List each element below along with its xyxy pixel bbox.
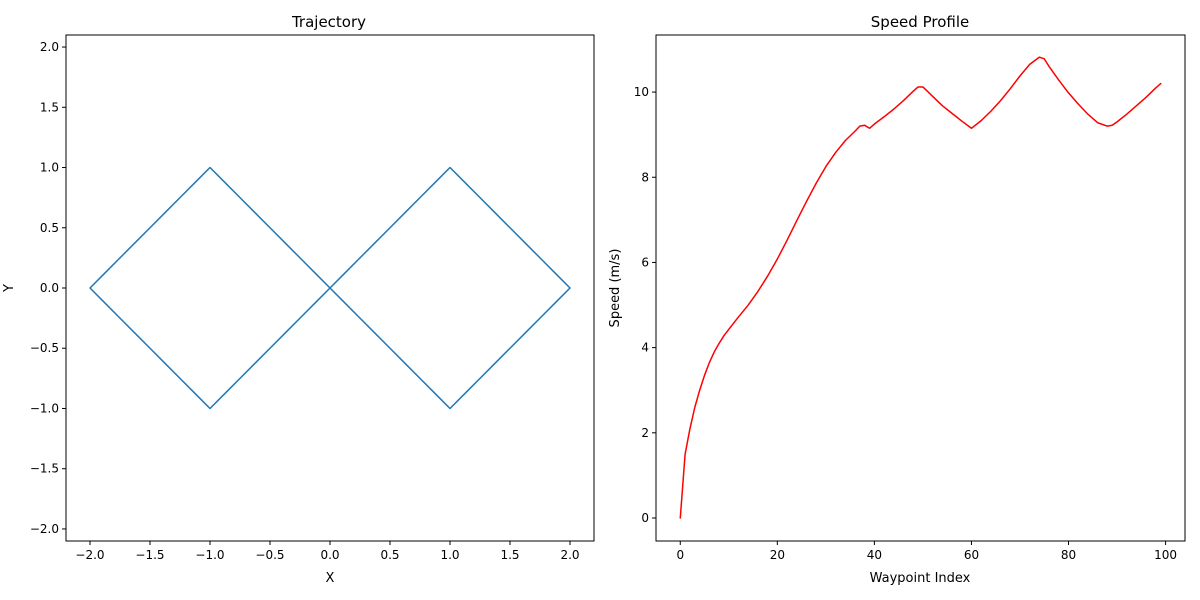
trajectory-marks <box>89 166 571 410</box>
speed-profile-y-tick-label: 4 <box>641 341 649 355</box>
trajectory-y-ticks: −2.0 −1.5 −1.0 −0.5 0.0 0.5 1.0 1.5 2.0 <box>30 40 66 536</box>
speed-profile-x-tick-label: 20 <box>770 548 785 562</box>
speed-profile-series-line-0 <box>679 56 1162 519</box>
speed-profile-x-tick-label: 100 <box>1154 548 1177 562</box>
speed-profile-y-tick-label: 0 <box>641 511 649 525</box>
speed-profile-y-tick-label: 2 <box>641 426 649 440</box>
trajectory-y-tick-label: 0.5 <box>40 221 59 235</box>
speed-profile-x-tick-label: 60 <box>964 548 979 562</box>
trajectory-x-tick-label: 2.0 <box>560 548 579 562</box>
trajectory-y-tick-label: 0.0 <box>40 281 59 295</box>
speed-profile-marks <box>679 56 1162 519</box>
speed-profile-x-ticks: 0 20 40 60 80 100 <box>676 541 1177 562</box>
trajectory-y-axis-label: Y <box>2 284 17 293</box>
speed-profile-y-tick-label: 10 <box>634 85 649 99</box>
speed-profile-x-tick-label: 40 <box>867 548 882 562</box>
trajectory-x-tick-label: −0.5 <box>255 548 284 562</box>
trajectory-y-tick-label: −2.0 <box>30 522 59 536</box>
trajectory-y-tick-label: 2.0 <box>40 40 59 54</box>
speed-profile-y-axis-label: Speed (m/s) <box>608 249 623 328</box>
speed-profile-y-tick-label: 6 <box>641 255 649 269</box>
trajectory-y-tick-label: 1.5 <box>40 100 59 114</box>
trajectory-x-tick-label: −1.5 <box>135 548 164 562</box>
speed-profile-chart: Speed Profile 0 20 40 60 80 100 0 2 4 6 8 10 Waypo… <box>608 13 1186 586</box>
trajectory-y-tick-label: −0.5 <box>30 341 59 355</box>
trajectory-x-tick-label: −2.0 <box>75 548 104 562</box>
trajectory-series-line-0 <box>89 166 571 410</box>
speed-profile-y-ticks: 0 2 4 6 8 10 <box>634 85 656 525</box>
trajectory-x-tick-label: 0.0 <box>320 548 339 562</box>
trajectory-y-tick-label: −1.0 <box>30 401 59 415</box>
trajectory-title: Trajectory <box>291 13 366 31</box>
speed-profile-y-tick-label: 8 <box>641 170 649 184</box>
trajectory-chart: Trajectory −2.0 −1.5 −1.0 −0.5 0.0 0.5 1.0 1.5 2… <box>2 13 595 586</box>
speed-profile-title: Speed Profile <box>871 13 969 31</box>
speed-profile-axes-frame <box>655 34 1186 542</box>
speed-profile-x-tick-label: 0 <box>676 548 684 562</box>
trajectory-x-tick-label: 1.0 <box>440 548 459 562</box>
trajectory-x-tick-label: 0.5 <box>380 548 399 562</box>
trajectory-x-ticks: −2.0 −1.5 −1.0 −0.5 0.0 0.5 1.0 1.5 2.0 <box>75 541 580 562</box>
trajectory-x-tick-label: −1.0 <box>195 548 224 562</box>
trajectory-y-tick-label: −1.5 <box>30 462 59 476</box>
trajectory-x-axis-label: X <box>326 571 335 586</box>
speed-profile-x-axis-label: Waypoint Index <box>870 571 971 586</box>
trajectory-x-tick-label: 1.5 <box>500 548 519 562</box>
trajectory-y-tick-label: 1.0 <box>40 161 59 175</box>
speed-profile-x-tick-label: 80 <box>1061 548 1076 562</box>
